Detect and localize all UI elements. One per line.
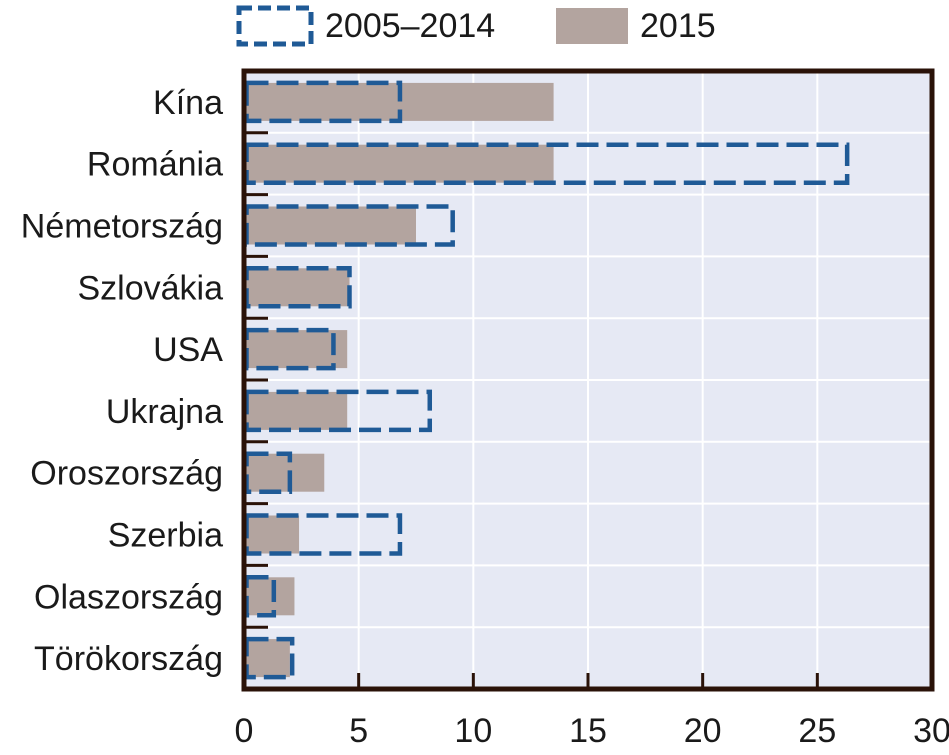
bar-2015-ukrajna (244, 391, 348, 430)
category-label-olaszorszag: Olaszország (34, 578, 223, 616)
x-tick-label-0: 0 (235, 712, 254, 750)
bar-2005-2014-romania (244, 142, 850, 185)
category-label-nemetorszag: Németország (21, 208, 223, 246)
category-label-szlovakia: Szlovákia (77, 269, 223, 307)
legend: 2005–2014 2015 (236, 5, 716, 47)
x-tick-label-20: 20 (684, 712, 722, 750)
category-label-kina: Kína (153, 84, 223, 122)
legend-label-2015: 2015 (640, 7, 716, 45)
category-label-torokorszag: Törökország (34, 640, 223, 678)
category-label-romania: Románia (87, 146, 223, 184)
category-label-szerbia: Szerbia (108, 517, 223, 555)
bar-2015-olaszorszag (244, 577, 295, 616)
y-axis-labels: Kína Románia Németország Szlovákia USA Ukrajn… (21, 84, 268, 678)
bar-2015-romania (244, 144, 554, 183)
category-label-usa: USA (153, 331, 223, 369)
bar-2005-2014-oroszorszag (244, 451, 293, 494)
legend-label-2005-2014: 2005–2014 (325, 7, 495, 45)
x-tick-label-15: 15 (569, 712, 607, 750)
bar-2015-nemetorszag (244, 206, 416, 245)
category-label-oroszorszag: Oroszország (30, 455, 223, 493)
legend-swatch-2005-2014 (236, 5, 314, 47)
x-axis-ticks: 0 5 10 15 20 25 30 (235, 673, 949, 750)
bar-2015-usa (244, 330, 348, 369)
x-tick-label-25: 25 (798, 712, 836, 750)
bar-2015-szerbia (244, 515, 300, 554)
x-tick-label-5: 5 (349, 712, 368, 750)
x-tick-label-30: 30 (913, 712, 949, 750)
bar-2005-2014-szlovakia (244, 266, 352, 309)
gridlines (244, 71, 932, 689)
legend-swatch-2015 (556, 8, 628, 44)
category-label-ukrajna: Ukrajna (106, 393, 223, 431)
bar-2015-szlovakia (244, 268, 350, 307)
bar-2015-torokorszag (244, 639, 290, 678)
bar-2005-2014-torokorszag (244, 636, 295, 680)
x-tick-label-10: 10 (454, 712, 492, 750)
bar-2015-oroszorszag (244, 453, 325, 492)
